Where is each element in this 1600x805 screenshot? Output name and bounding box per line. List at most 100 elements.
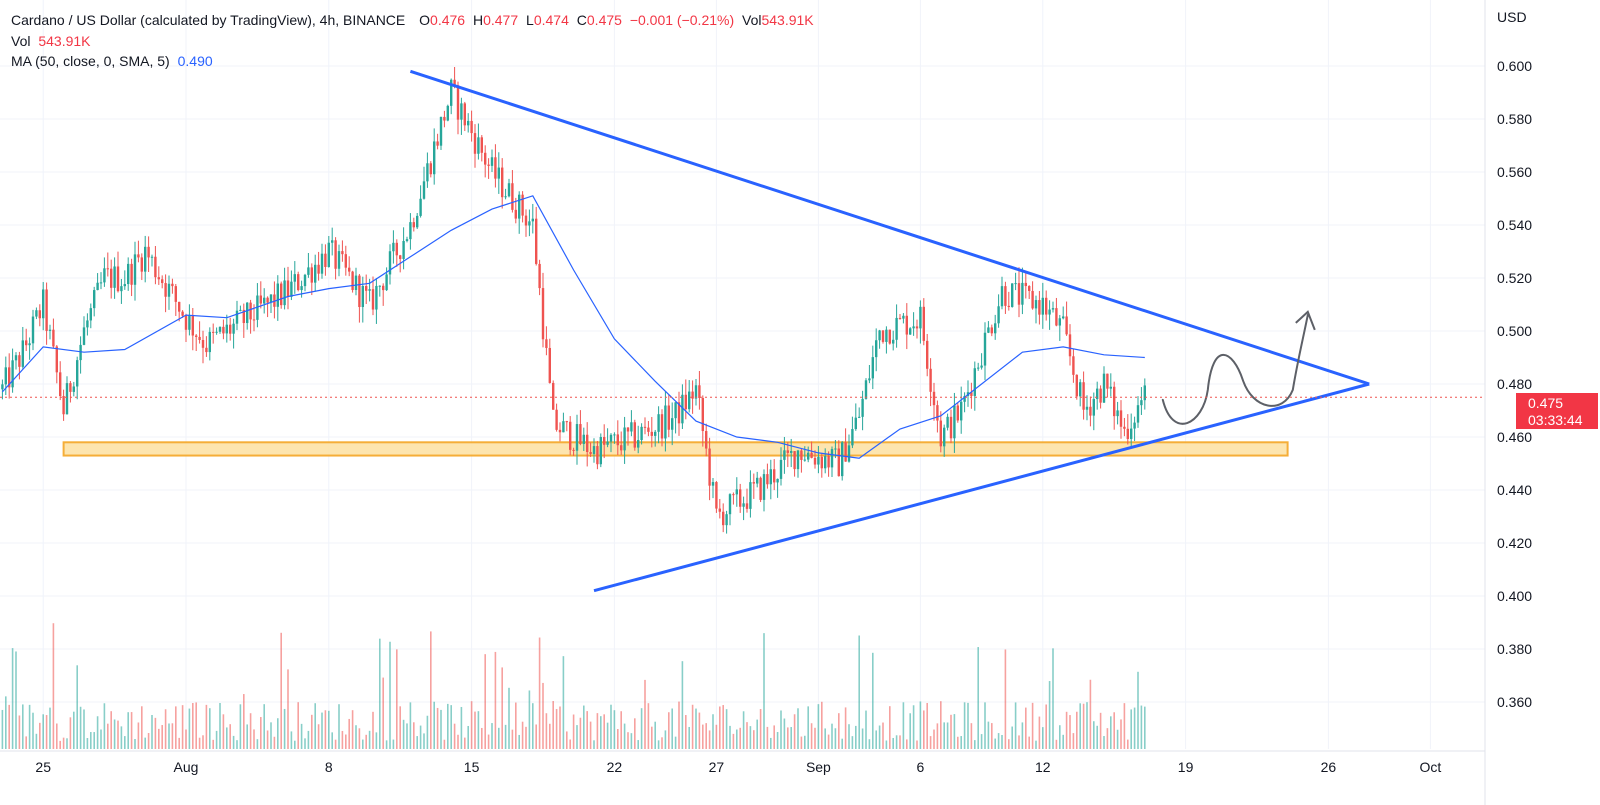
volume-bar: [936, 723, 939, 749]
candle-body: [113, 266, 116, 288]
candle-body: [633, 422, 636, 448]
header-vol-label: Vol: [742, 12, 762, 28]
candle-body: [161, 279, 164, 284]
price-tick-label: 0.600: [1497, 58, 1532, 74]
volume-bar: [1035, 740, 1037, 749]
volume-bar: [613, 710, 616, 749]
candle-body: [902, 315, 905, 319]
candle-body: [69, 383, 72, 392]
time-tick-label: 6: [917, 759, 925, 775]
volume-bar: [589, 721, 592, 749]
volume-bar: [705, 723, 707, 749]
candle-body: [885, 329, 888, 342]
price-tick-label: 0.400: [1497, 588, 1532, 604]
price-tick-label: 0.540: [1497, 217, 1532, 233]
candle-body: [276, 283, 279, 307]
volume-bar: [899, 735, 901, 749]
candle-body: [851, 429, 854, 446]
volume-bar: [137, 722, 140, 749]
volume-bar: [586, 711, 588, 749]
candle-body: [133, 254, 137, 285]
volume-bar: [314, 703, 316, 749]
candle-body: [572, 449, 575, 451]
volume-bar: [967, 702, 969, 749]
time-tick-label: 19: [1178, 759, 1194, 775]
volume-bar: [746, 722, 748, 749]
time-tick-label: Oct: [1420, 759, 1442, 775]
volume-bar: [889, 706, 891, 749]
volume-bar: [909, 713, 911, 749]
volume-bar: [950, 714, 952, 749]
candle-body: [1058, 318, 1061, 326]
candle-body: [830, 449, 834, 468]
volume-bar: [487, 734, 490, 749]
candle-body: [609, 434, 613, 442]
candle-body: [637, 440, 640, 448]
volume-bar: [402, 719, 405, 749]
candle-body: [433, 141, 436, 175]
volume-bar: [664, 730, 667, 749]
candle-body: [409, 222, 412, 240]
volume-bar: [725, 709, 728, 749]
candle-body: [694, 385, 698, 399]
volume-bar: [147, 733, 150, 749]
volume-bar: [810, 723, 813, 749]
candle-body: [242, 309, 245, 324]
candle-body: [1113, 386, 1116, 417]
candle-body: [14, 355, 18, 361]
candle-body: [773, 469, 776, 483]
volume-bar: [1096, 725, 1098, 749]
candle-body: [592, 446, 596, 454]
volume-bar: [18, 715, 21, 749]
candle-body: [317, 264, 320, 274]
volume-bar: [1127, 739, 1129, 749]
volume-bar: [518, 734, 520, 749]
volume-bar: [1069, 715, 1071, 749]
candle-body: [35, 310, 38, 317]
candle-body: [93, 290, 96, 309]
volume-bar: [538, 637, 541, 749]
volume-bar: [912, 705, 915, 749]
candle-body: [807, 452, 810, 460]
candle-body: [565, 421, 568, 423]
candle-body: [579, 424, 582, 445]
volume-bar: [453, 723, 456, 749]
volume-bar: [389, 641, 391, 749]
candle-body: [623, 427, 626, 451]
candle-body: [878, 330, 881, 341]
candle-body: [820, 456, 823, 469]
volume-bar: [83, 709, 85, 749]
volume-bar: [691, 704, 694, 749]
candle-body: [473, 133, 477, 154]
candle-body: [269, 294, 273, 303]
candle-body: [987, 327, 990, 333]
candle-body: [21, 340, 24, 367]
candle-body: [443, 116, 446, 121]
volume-bar: [756, 719, 758, 749]
volume-bar: [168, 723, 170, 749]
candle-body: [1096, 388, 1099, 400]
volume-bar: [555, 709, 558, 749]
candle-body: [497, 167, 500, 179]
volume-bar: [525, 726, 527, 749]
volume-bar: [1018, 735, 1020, 749]
ma-label: MA (50, close, 0, SMA, 5): [11, 53, 170, 69]
volume-bar: [399, 706, 401, 749]
price-tick-label: 0.500: [1497, 323, 1532, 339]
volume-bar: [800, 736, 803, 749]
candle-body: [477, 137, 480, 154]
candle-body: [711, 482, 715, 486]
volume-bar: [1137, 671, 1139, 749]
candle-body: [1004, 286, 1007, 306]
volume-bar: [552, 701, 554, 749]
volume-bar: [73, 711, 75, 749]
volume-bar: [593, 740, 595, 749]
volume-bar: [151, 715, 153, 749]
candle-body: [99, 282, 103, 284]
change-value: −0.001 (−0.21%): [629, 12, 735, 28]
ma-legend: MA (50, close, 0, SMA, 5) 0.490: [11, 51, 217, 71]
candle-body: [1130, 428, 1133, 439]
candle-body: [1014, 283, 1017, 285]
candle-body: [762, 474, 766, 500]
